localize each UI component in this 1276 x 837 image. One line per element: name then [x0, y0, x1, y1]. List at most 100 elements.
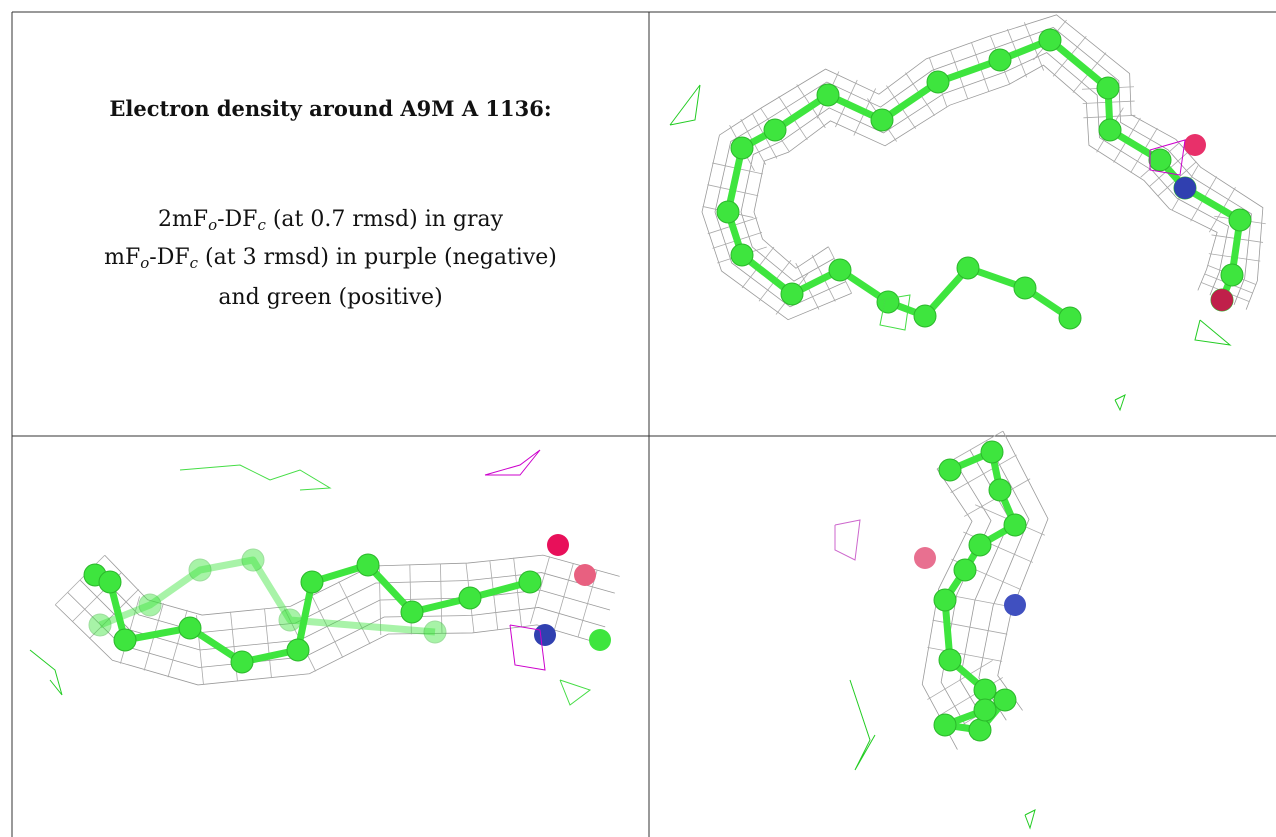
atom [816, 83, 840, 107]
atom [1004, 594, 1026, 616]
atom [230, 650, 254, 674]
difference-mesh [879, 294, 911, 331]
atom [138, 593, 162, 617]
difference-mesh [179, 464, 332, 491]
difference-mesh [1149, 139, 1186, 176]
subscript: o [208, 216, 218, 234]
density-mesh [997, 430, 1049, 711]
atom [241, 548, 265, 572]
atom [88, 613, 112, 637]
density-mesh [489, 560, 499, 631]
atom [1220, 263, 1244, 287]
density-mesh [440, 563, 443, 634]
density-mesh [513, 557, 522, 628]
atom [933, 588, 957, 612]
text: and green (positive) [218, 285, 443, 310]
atom [973, 678, 997, 702]
atom [876, 290, 900, 314]
difference-mesh [559, 679, 592, 706]
atom [113, 628, 137, 652]
atom [1096, 76, 1120, 100]
atom [300, 570, 324, 594]
atom [968, 718, 992, 742]
text: mF [104, 245, 141, 270]
atom [1211, 289, 1233, 311]
atom [913, 304, 937, 328]
atom [188, 558, 212, 582]
density-mesh [104, 554, 620, 616]
density-mesh [67, 592, 606, 668]
atom [1174, 177, 1196, 199]
atom [589, 629, 611, 651]
atom [730, 243, 754, 267]
text: -DF [217, 207, 258, 232]
density-mesh [753, 64, 1218, 291]
atom [534, 624, 556, 646]
atom [828, 258, 852, 282]
atom [956, 256, 980, 280]
atom [870, 108, 894, 132]
atom [98, 570, 122, 594]
difference-mesh [834, 519, 861, 561]
atom [286, 638, 310, 662]
atom [933, 713, 957, 737]
atom [988, 478, 1012, 502]
atom [574, 564, 596, 586]
atom [1228, 208, 1252, 232]
atom [993, 688, 1017, 712]
density-mesh [311, 594, 344, 658]
density-mesh [940, 459, 992, 740]
difference-mesh [849, 679, 876, 771]
legend-line: 2mFo-DFc (at 0.7 rmsd) in gray [12, 207, 649, 234]
difference-mesh [484, 449, 541, 476]
text: 2mF [157, 207, 209, 232]
density-mesh [88, 588, 140, 640]
atom [1184, 134, 1206, 156]
atom [953, 558, 977, 582]
atom [938, 648, 962, 672]
atom [1038, 28, 1062, 52]
density-mesh [701, 14, 1264, 321]
molecule-views [29, 14, 1266, 830]
density-mesh [264, 608, 272, 679]
atom [716, 200, 740, 224]
title: Electron density around A9M A 1136: [109, 96, 552, 121]
atom [926, 70, 950, 94]
subscript: c [257, 216, 266, 234]
atom [1003, 513, 1027, 537]
atom [458, 586, 482, 610]
atom [914, 547, 936, 569]
atom [980, 440, 1004, 464]
atom [400, 600, 424, 624]
subscript: o [140, 254, 150, 272]
atom [278, 608, 302, 632]
atom [988, 48, 1012, 72]
density-mesh [553, 563, 574, 631]
atom [423, 620, 447, 644]
atom [968, 533, 992, 557]
atom [763, 118, 787, 142]
difference-mesh [1194, 319, 1232, 346]
text: (at 3 rmsd) in purple (negative) [198, 245, 557, 270]
bond [98, 556, 436, 636]
difference-mesh [29, 649, 63, 696]
atom [178, 616, 202, 640]
atom [518, 570, 542, 594]
atom [547, 534, 569, 556]
density-mesh [927, 660, 993, 700]
text: (at 0.7 rmsd) in gray [265, 207, 504, 232]
atom [1098, 118, 1122, 142]
atom [1148, 148, 1172, 172]
legend-line: and green (positive) [12, 285, 649, 310]
atom [356, 553, 380, 577]
density-mesh [338, 581, 371, 645]
atom [973, 698, 997, 722]
difference-mesh [509, 624, 546, 671]
density-mesh [927, 647, 1003, 662]
density-mesh [950, 454, 1017, 494]
density-mesh [54, 554, 106, 606]
atom [1058, 306, 1082, 330]
density-mesh [921, 468, 973, 750]
